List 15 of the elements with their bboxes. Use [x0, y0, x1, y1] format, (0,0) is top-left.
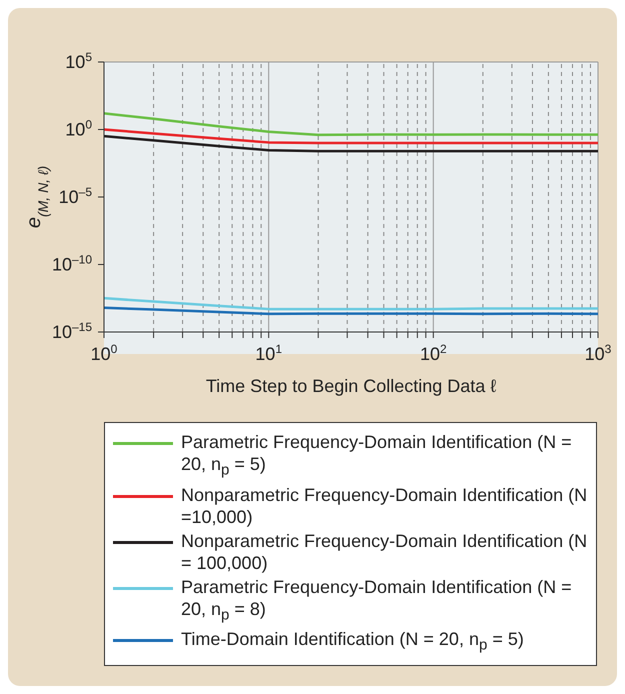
legend-label: Parametric Frequency-Domain Identification (N = 20, n$_{p}$ = 5) [181, 431, 573, 481]
x-axis-title: Time Step to Begin Collecting Data ℓ [206, 376, 496, 396]
y-tick-label: 10$^{0}$ [65, 118, 92, 140]
x-tick-label: 10$^{1}$ [255, 342, 282, 364]
y-tick-label: 10$^{–15}$ [52, 320, 92, 342]
y-tick-label: 10$^{–5}$ [58, 185, 92, 207]
legend-label: Time-Domain Identification (N = 20, n$_{p}$ = 5) [181, 628, 524, 656]
y-tick-label: 10$^{–10}$ [52, 252, 92, 274]
y-tick-label: 10$^{5}$ [65, 50, 92, 72]
x-tick-label: 10$^{2}$ [420, 342, 448, 364]
x-tick-label: 10$^{3}$ [584, 342, 612, 364]
legend-label: Parametric Frequency-Domain Identification (N = 20, n$_{p}$ = 8) [181, 576, 573, 626]
legend-label: Nonparametric Frequency-Domain Identification (N = 100,000) [181, 530, 588, 574]
x-tick-label: 10$^{0}$ [90, 342, 118, 364]
legend-label: Nonparametric Frequency-Domain Identification (N =10,000) [181, 484, 588, 528]
